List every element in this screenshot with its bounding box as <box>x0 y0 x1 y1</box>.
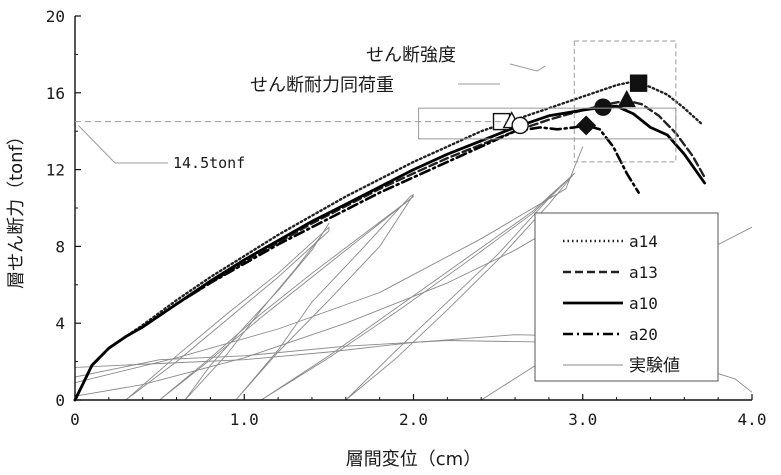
axes: 0 1.0 2.0 3.0 4.0 0 4 8 12 16 20 層間変位（cm） 層せん断力（tonf… <box>6 7 766 470</box>
experimental-loop-2 <box>125 226 330 401</box>
marker-a10-open <box>511 116 529 135</box>
experimental-loop-7 <box>74 146 584 384</box>
experimental-loop-1 <box>184 222 330 401</box>
shear-strength-box <box>573 40 677 163</box>
legend-label-a20: a20 <box>629 325 658 344</box>
y-tick-label: 16 <box>46 84 65 103</box>
x-tick-label: 4.0 <box>738 410 767 429</box>
marker-a14-filled <box>629 74 648 92</box>
x-axis-title: 層間変位（cm） <box>346 449 481 470</box>
legend-label-a10: a10 <box>629 294 658 313</box>
reference-leader-14-5 <box>78 125 168 164</box>
y-tick-label: 8 <box>55 237 65 256</box>
experimental-loop-3 <box>235 194 414 401</box>
x-tick-label: 2.0 <box>399 410 428 429</box>
y-tick-label: 4 <box>55 314 65 333</box>
shear-capacity-load-label: せん断耐力同荷重 <box>250 75 394 96</box>
experimental-loop-11 <box>74 224 558 397</box>
marker-a10-filled <box>594 98 612 116</box>
legend-label-a13: a13 <box>629 263 658 282</box>
x-tick-label: 3.0 <box>568 410 597 429</box>
plot-area <box>73 74 753 402</box>
shear-strength-label: せん断強度 <box>366 45 456 66</box>
y-tick-label: 20 <box>46 7 65 26</box>
marker-a20-filled <box>576 115 597 136</box>
x-tick-label: 0 <box>70 410 80 429</box>
experimental-loop-4 <box>159 196 414 401</box>
experimental-loop-6 <box>260 172 575 401</box>
legend-label-a14: a14 <box>629 232 658 251</box>
reference-label-14-5: 14.5tonf <box>173 154 245 172</box>
legend-label-実験値: 実験値 <box>629 356 680 376</box>
y-tick-label: 0 <box>55 391 65 410</box>
y-tick-label: 12 <box>46 161 65 180</box>
shear-strength-leader <box>509 63 546 72</box>
legend: a14 a13 a10 a20 実験値 <box>534 212 719 382</box>
shear-capacity-load-box <box>418 107 677 140</box>
legend-box <box>534 212 719 382</box>
marker-a13-filled <box>617 89 636 108</box>
x-tick-label: 1.0 <box>230 410 259 429</box>
y-axis-title: 層せん断力（tonf） <box>6 127 27 289</box>
